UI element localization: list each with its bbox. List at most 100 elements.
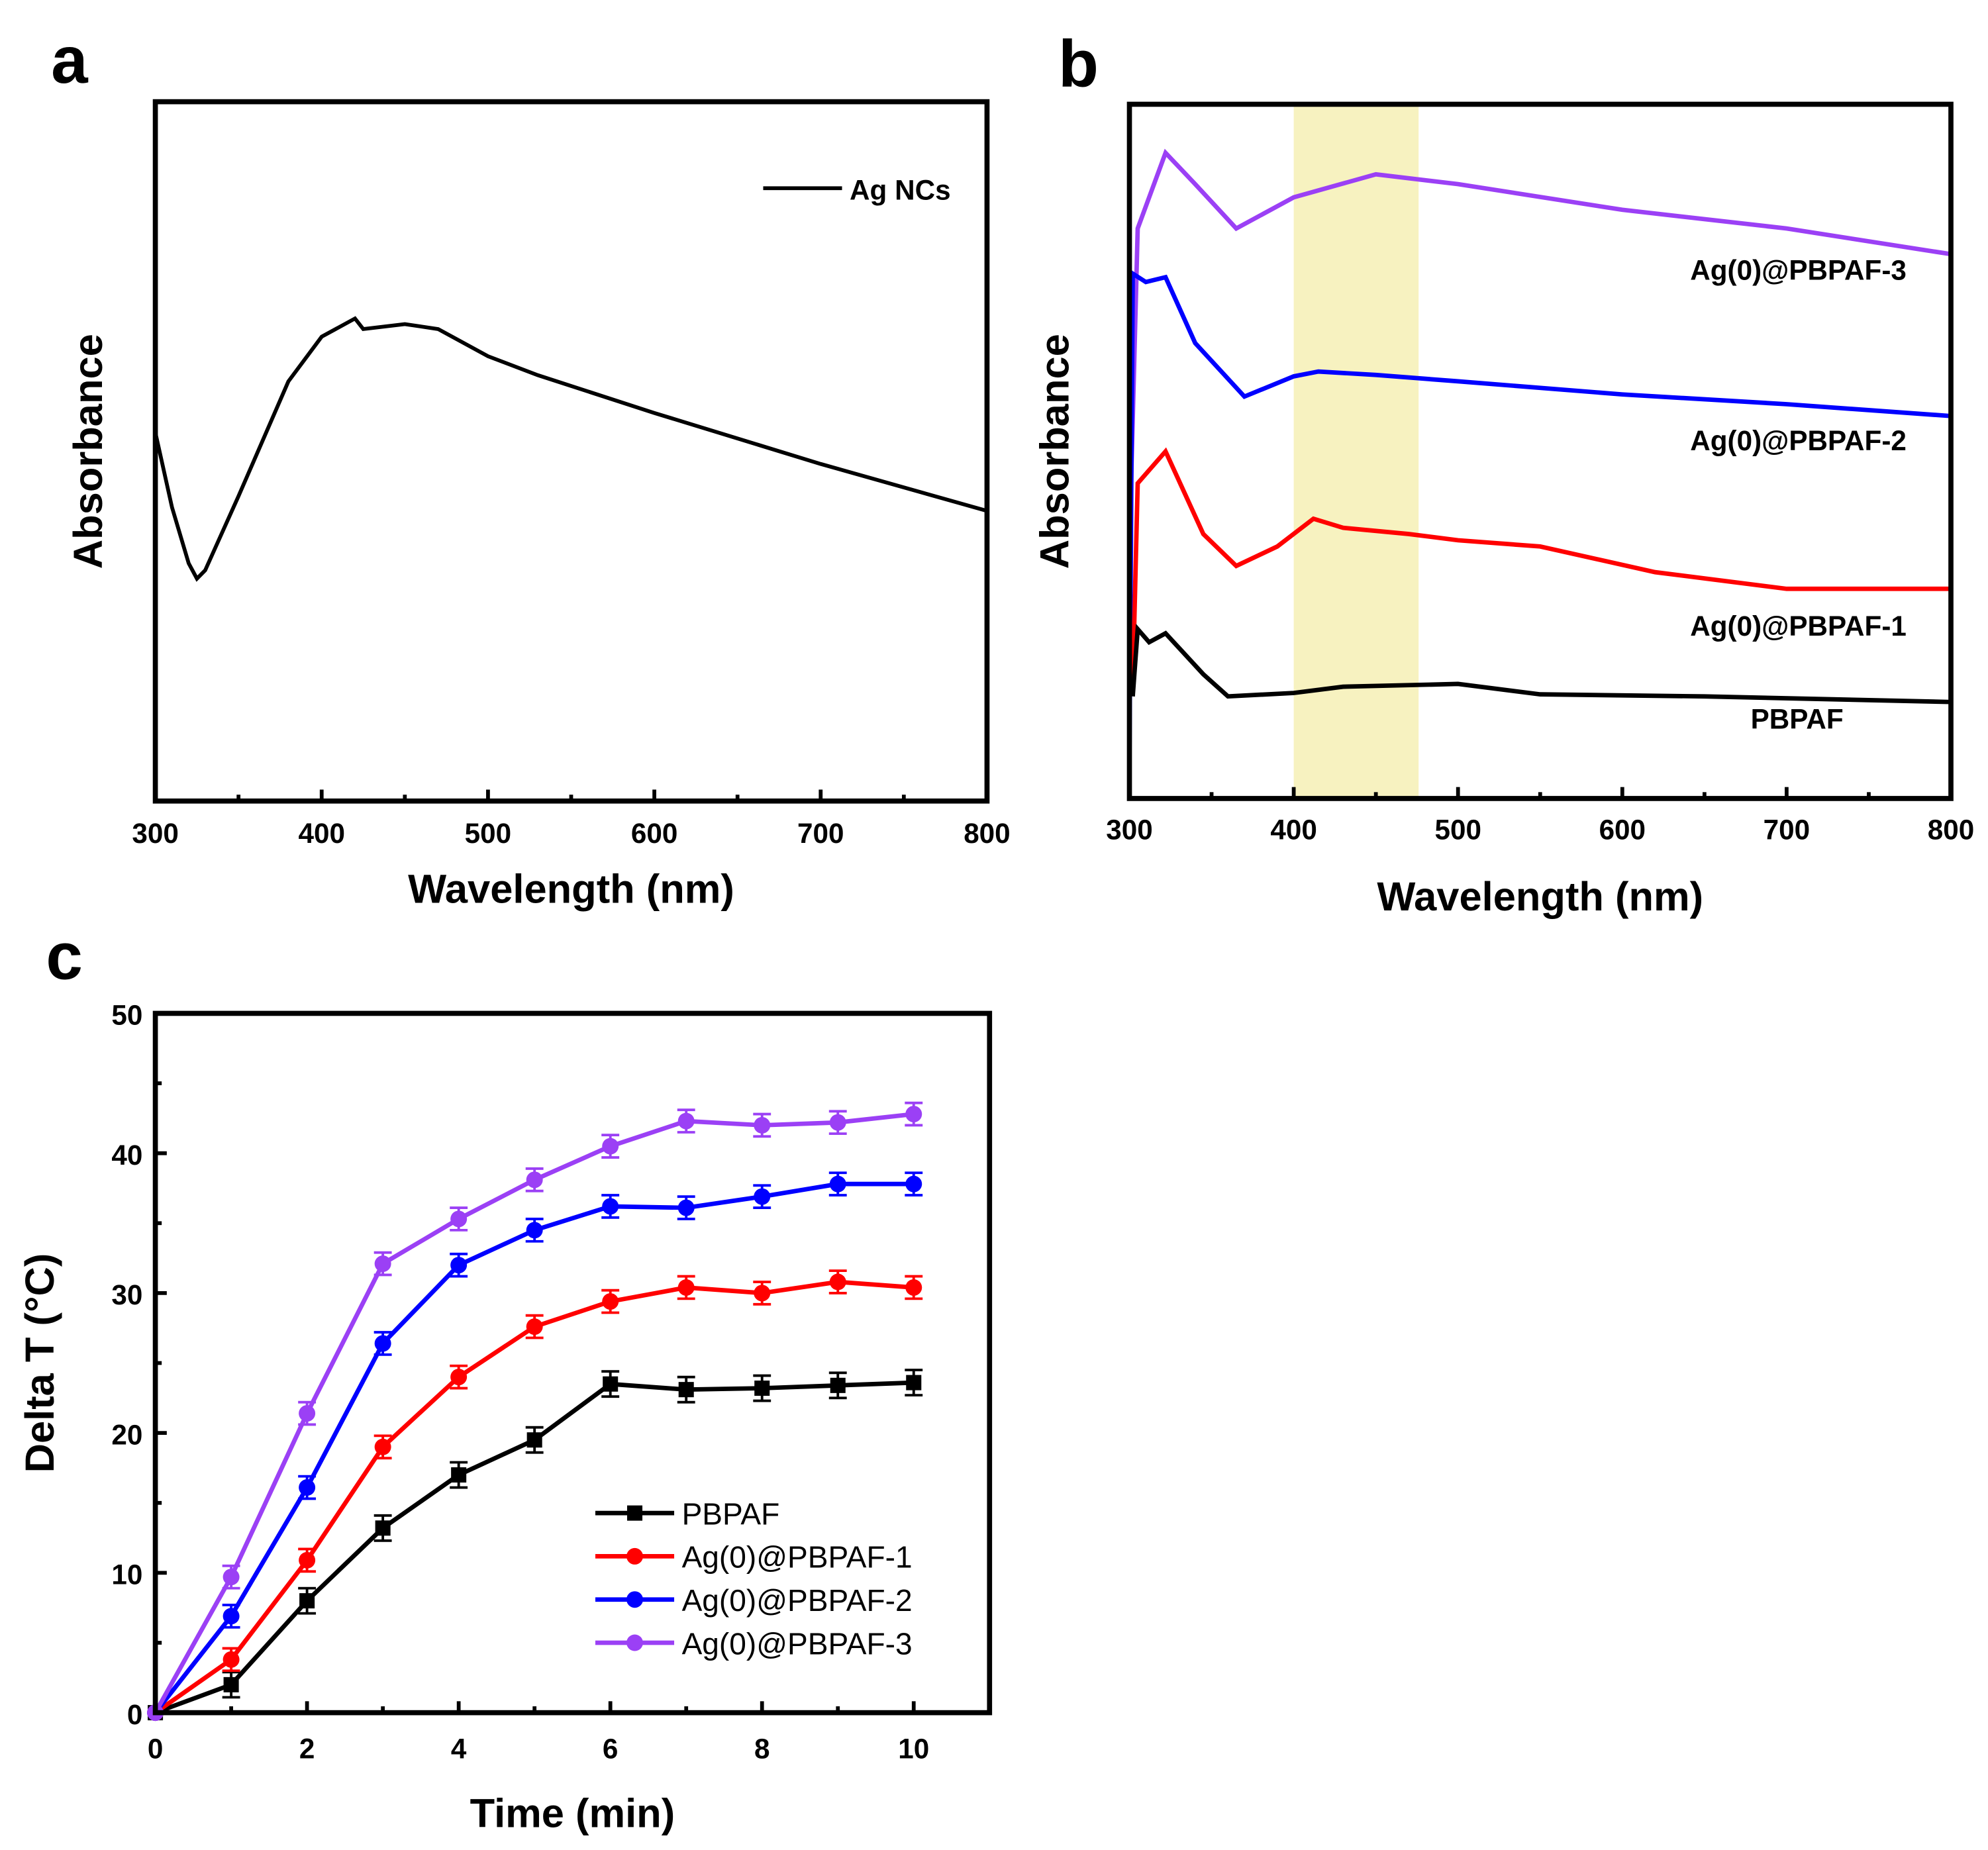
x-axis-label: Time (min)	[470, 1790, 675, 1836]
legend-label-ag-0-pbpaf-2: Ag(0)@PBPAF-2	[682, 1583, 913, 1618]
x-tick-label: 400	[299, 818, 345, 849]
plot-frame	[1126, 101, 1954, 801]
x-tick-label: 0	[148, 1733, 163, 1765]
x-tick-label: 6	[603, 1733, 619, 1765]
data-point	[906, 1375, 922, 1390]
legend-marker	[627, 1505, 643, 1521]
x-axis-label: Wavelength (nm)	[408, 866, 734, 912]
data-point	[905, 1279, 922, 1296]
highlight-band	[1293, 104, 1419, 799]
panel-label-a: a	[51, 24, 89, 97]
y-axis-label: Delta T (°C)	[17, 1253, 63, 1473]
y-axis-label: Absorbance	[1032, 334, 1077, 569]
legend-marker	[626, 1547, 644, 1565]
data-point	[677, 1279, 695, 1296]
series-line-ag-0-pbpaf-3	[153, 1112, 915, 1714]
data-point	[526, 1222, 543, 1239]
data-point	[602, 1138, 619, 1155]
data-point	[829, 1114, 846, 1131]
legend-marker	[626, 1591, 644, 1608]
data-point	[677, 1112, 695, 1130]
data-point	[829, 1273, 846, 1290]
x-tick-label: 800	[964, 818, 1010, 849]
x-tick-label: 800	[1928, 814, 1974, 845]
legend-label-ag-0-pbpaf-1: Ag(0)@PBPAF-1	[682, 1540, 913, 1575]
panel-a-chart: 300 400 500 600 700 800 Wavelength (nm) Absorba…	[66, 99, 1011, 912]
data-point	[450, 1257, 468, 1274]
y-tick-label: 50	[111, 1000, 142, 1031]
data-point	[829, 1175, 846, 1193]
x-tick-label: 2	[299, 1733, 315, 1765]
series-line-pbpaf	[1130, 623, 1952, 705]
data-point	[299, 1405, 316, 1422]
y-tick-label: 10	[111, 1559, 142, 1590]
series-line-ag-0-pbpaf-3	[1127, 148, 1952, 547]
x-tick-label: 600	[1599, 814, 1646, 845]
legend-label-pbpaf: PBPAF	[682, 1496, 780, 1531]
data-point	[223, 1608, 240, 1625]
x-tick-label: 300	[1106, 814, 1152, 845]
panel-c-chart: 0 2 4 6 8 10 0 10 20 30 40 50 Time (min) Delta T (°C)…	[17, 1000, 993, 1836]
x-tick-label: 500	[1434, 814, 1481, 845]
data-point	[602, 1198, 619, 1215]
x-tick-label: 300	[132, 818, 178, 849]
x-tick-label: 4	[451, 1733, 467, 1765]
data-point	[451, 1467, 467, 1483]
x-axis-label: Wavelength (nm)	[1377, 874, 1703, 920]
data-point	[526, 1432, 542, 1448]
data-point	[374, 1255, 391, 1273]
data-point	[754, 1381, 770, 1396]
panel-label-b: b	[1058, 28, 1099, 101]
data-point	[450, 1369, 468, 1386]
data-point	[223, 1569, 240, 1586]
y-tick-label: 20	[111, 1419, 142, 1450]
data-point	[374, 1335, 391, 1352]
plot-frame	[152, 99, 990, 804]
x-tick-label: 400	[1270, 814, 1317, 845]
data-point	[754, 1116, 771, 1134]
data-point	[602, 1293, 619, 1310]
series-label-ag-0-pbpaf-3: Ag(0)@PBPAF-3	[1690, 254, 1907, 285]
x-tick-label: 500	[465, 818, 511, 849]
x-tick-label: 8	[754, 1733, 770, 1765]
data-point	[223, 1677, 239, 1692]
data-point	[299, 1593, 315, 1609]
series-label-pbpaf: PBPAF	[1751, 703, 1844, 734]
data-point	[754, 1188, 771, 1205]
legend-label-ag-0-pbpaf-3: Ag(0)@PBPAF-3	[682, 1626, 913, 1661]
y-axis-label: Absorbance	[66, 334, 111, 569]
series-line-ag-0-pbpaf-2	[1127, 269, 1952, 764]
data-point	[905, 1106, 922, 1123]
panel-label-c: c	[46, 920, 83, 994]
series-label-ag-0-pbpaf-2: Ag(0)@PBPAF-2	[1690, 425, 1907, 456]
x-tick-label: 700	[1764, 814, 1810, 845]
series-line-ag-ncs	[153, 316, 988, 582]
data-point	[374, 1438, 391, 1455]
panel-b-chart: 300 400 500 600 700 800 Wavelength (nm) Absorba…	[1032, 101, 1974, 920]
data-point	[223, 1651, 240, 1668]
y-tick-label: 30	[111, 1279, 142, 1310]
data-point	[526, 1171, 543, 1189]
data-point	[677, 1199, 695, 1216]
data-point	[299, 1551, 316, 1569]
data-point	[754, 1285, 771, 1302]
data-point	[299, 1479, 316, 1496]
data-point	[375, 1520, 391, 1536]
legend-marker	[626, 1634, 644, 1651]
x-tick-label: 600	[631, 818, 677, 849]
y-tick-label: 40	[111, 1140, 142, 1171]
x-tick-label: 10	[898, 1733, 929, 1765]
series-line-ag-0-pbpaf-1	[1130, 447, 1952, 687]
series-label-ag-0-pbpaf-1: Ag(0)@PBPAF-1	[1690, 610, 1907, 642]
data-point	[905, 1175, 922, 1193]
plot-frame	[152, 1010, 993, 1716]
data-point	[450, 1210, 468, 1228]
data-point	[603, 1376, 619, 1392]
y-tick-label: 0	[127, 1699, 143, 1730]
data-point	[678, 1382, 694, 1398]
data-point	[830, 1377, 846, 1393]
x-tick-label: 700	[797, 818, 844, 849]
data-point	[526, 1318, 543, 1336]
legend-label-ag-ncs: Ag NCs	[850, 174, 951, 205]
